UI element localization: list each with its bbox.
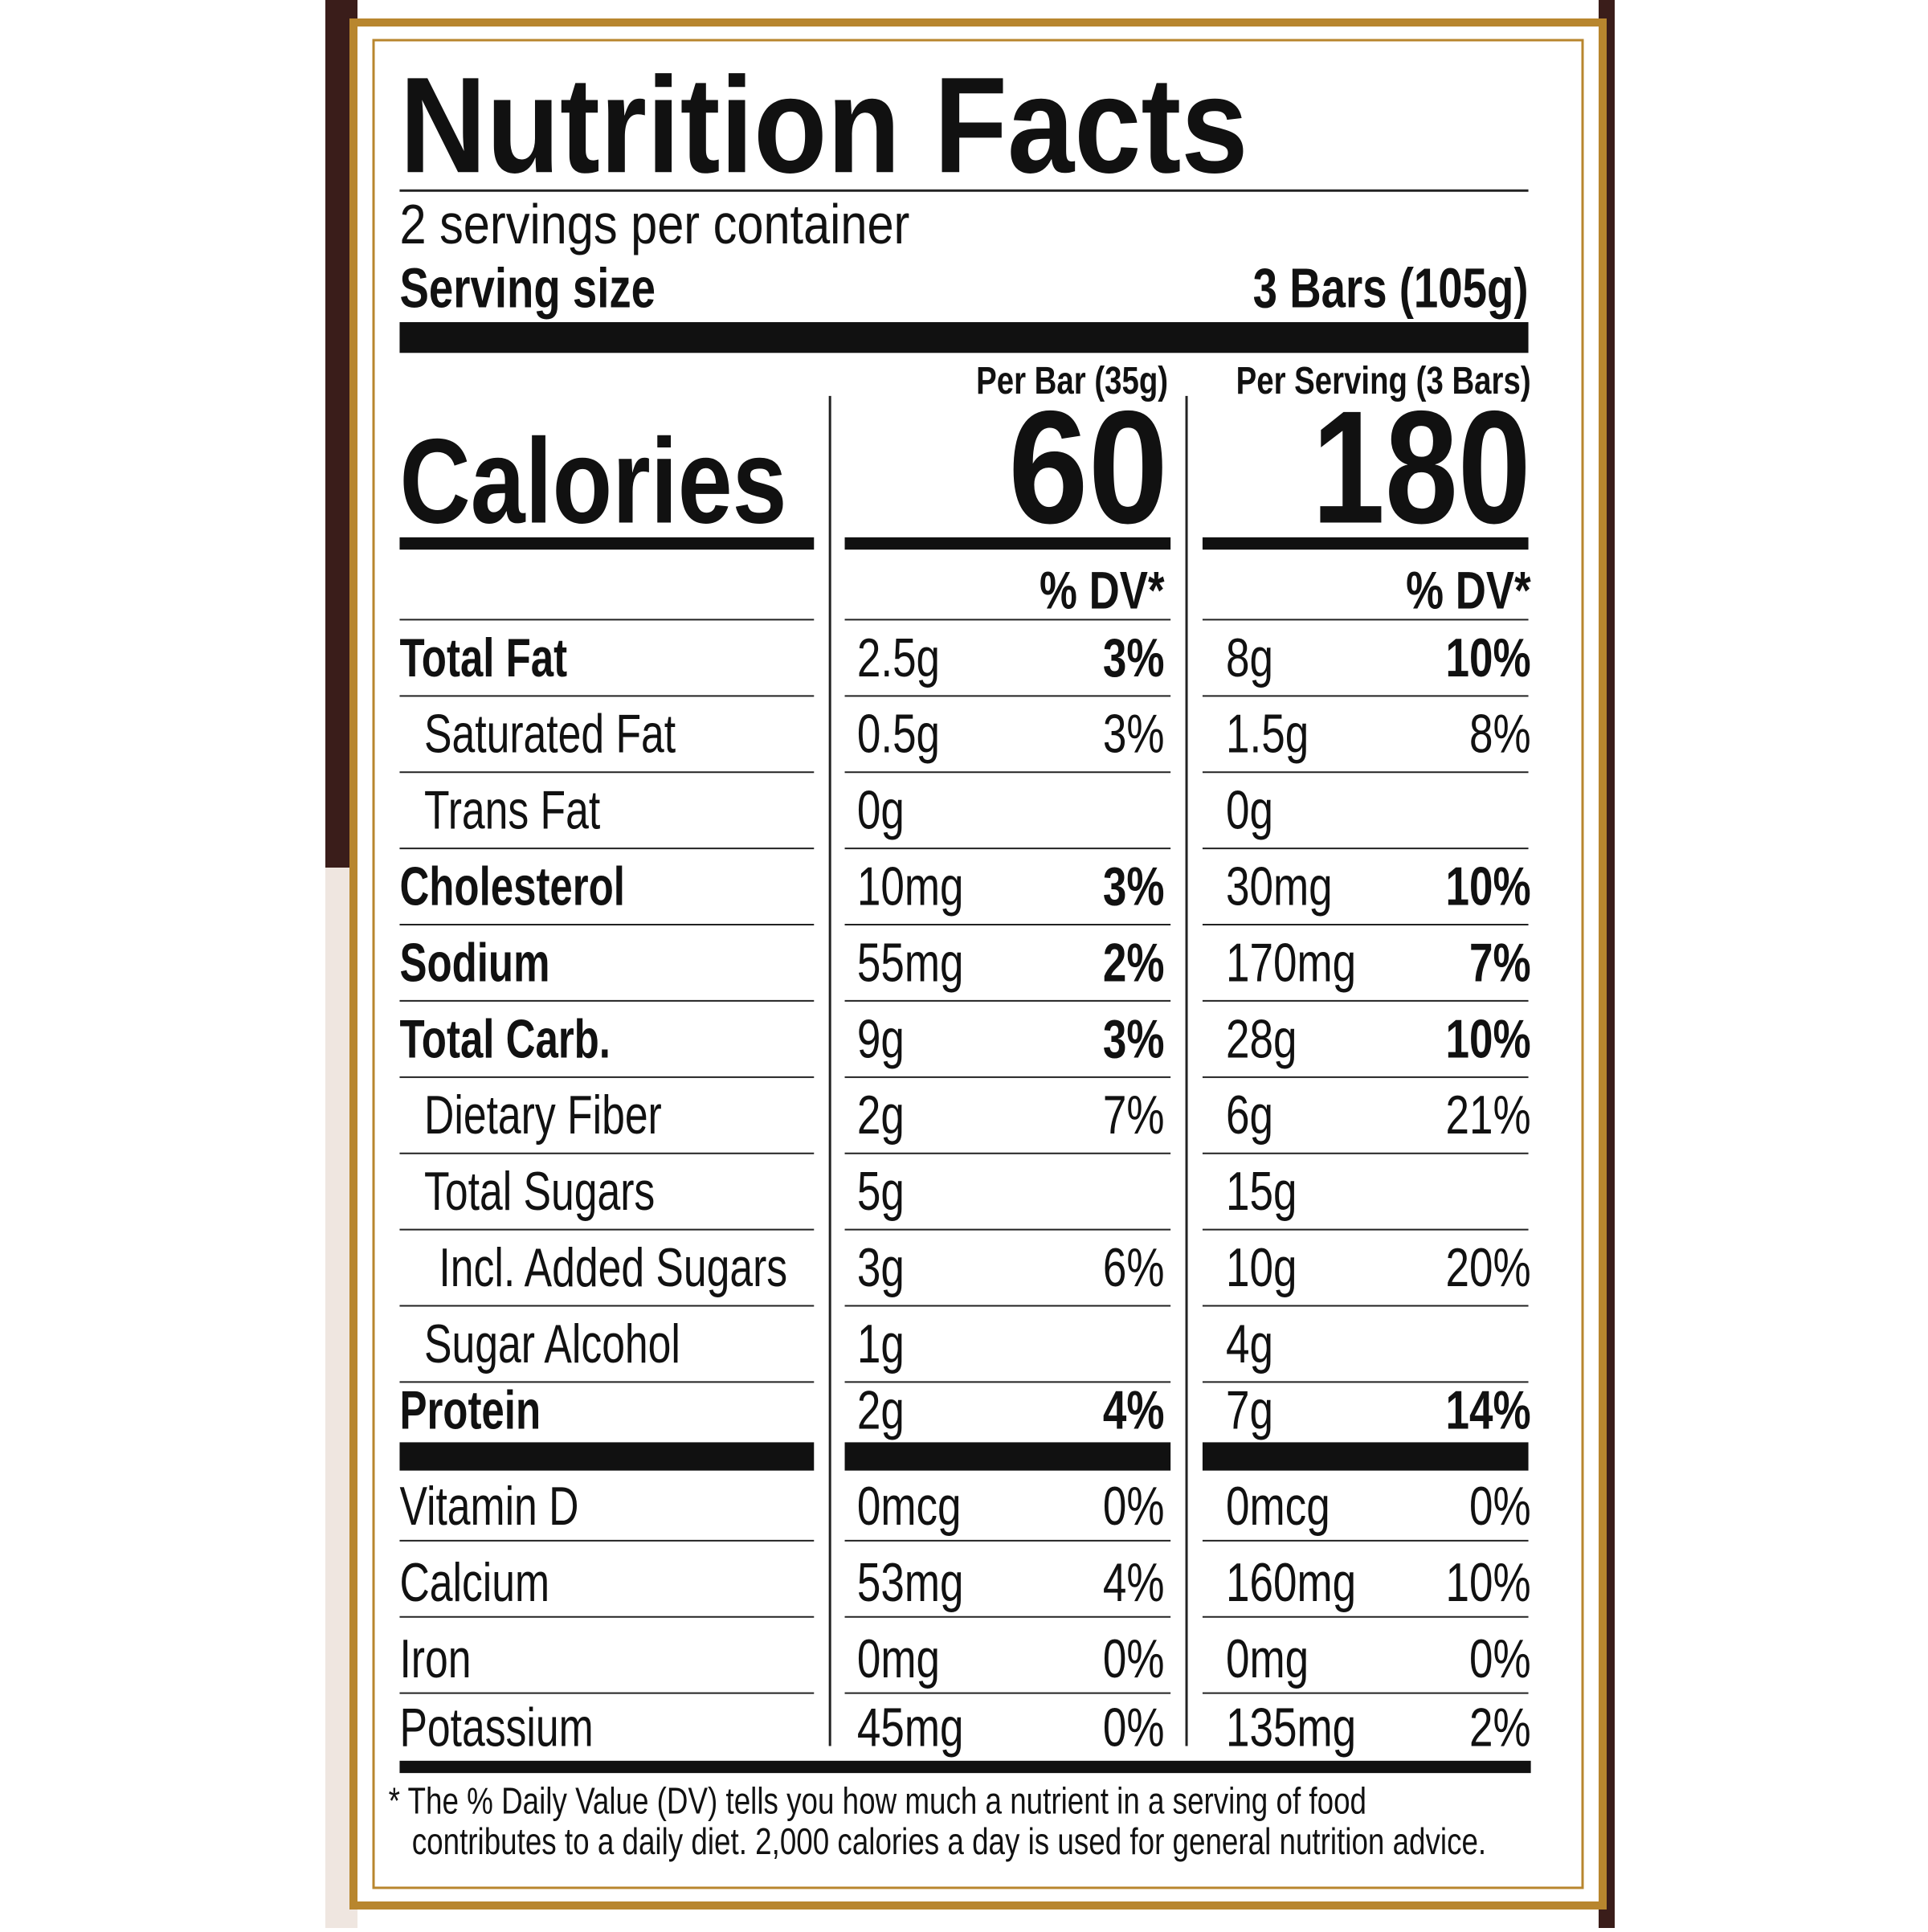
nutrient-name: Total Carb. — [399, 1008, 611, 1069]
nutrient-name: Dietary Fiber — [424, 1084, 662, 1146]
per-serving-dv: 10% — [1445, 856, 1530, 917]
per-bar-amount: 2g — [857, 1084, 905, 1146]
nutrient-name: Iron — [399, 1628, 471, 1689]
nutrient-name: Total Fat — [399, 627, 567, 688]
per-serving-dv: 20% — [1445, 1237, 1530, 1298]
per-bar-dv: 0% — [1103, 1628, 1165, 1689]
rule-bar — [1202, 537, 1529, 550]
per-bar-amount: 2g — [857, 1379, 905, 1440]
per-serving-amount: 10g — [1226, 1237, 1297, 1298]
per-bar-dv: 0% — [1103, 1697, 1165, 1758]
rule-bar — [844, 537, 1171, 550]
per-serving-amount: 30mg — [1226, 856, 1333, 917]
per-serving-dv: 0% — [1469, 1476, 1531, 1537]
calories-value: 180 — [1312, 378, 1530, 558]
serving-size-label: Serving size — [399, 257, 656, 320]
per-bar-dv: 2% — [1103, 932, 1165, 993]
per-serving-dv: 14% — [1445, 1379, 1530, 1440]
per-serving-amount: 0mcg — [1226, 1476, 1330, 1537]
servings: 2 servings per container — [399, 192, 909, 255]
per-serving-amount: 160mg — [1226, 1552, 1356, 1613]
column-header: Per Serving (3 Bars) — [1236, 360, 1531, 402]
nutrient-name: Trans Fat — [424, 779, 600, 841]
dv-header: % DV* — [1406, 561, 1531, 620]
per-bar-dv: 3% — [1103, 703, 1165, 764]
per-bar-dv: 4% — [1103, 1552, 1165, 1613]
per-serving-dv: 10% — [1445, 1552, 1530, 1613]
per-bar-amount: 0.5g — [857, 703, 940, 764]
rule-bar — [844, 1442, 1171, 1471]
nutrient-name: Total Sugars — [424, 1160, 655, 1222]
per-bar-dv: 3% — [1103, 1008, 1165, 1069]
per-serving-amount: 4g — [1226, 1313, 1273, 1374]
per-serving-amount: 28g — [1226, 1008, 1297, 1069]
column-header: Per Bar (35g) — [976, 360, 1168, 402]
per-serving-dv: 10% — [1445, 627, 1530, 688]
per-serving-amount: 0g — [1226, 779, 1273, 840]
per-serving-dv: 10% — [1445, 1008, 1530, 1069]
rule-bar — [399, 1442, 815, 1471]
per-serving-amount: 6g — [1226, 1084, 1273, 1146]
nutrient-name: Potassium — [399, 1697, 593, 1758]
per-bar-amount: 5g — [857, 1161, 905, 1222]
nutrient-name: Saturated Fat — [424, 703, 676, 765]
per-serving-dv: 21% — [1445, 1084, 1530, 1146]
per-bar-amount: 53mg — [857, 1552, 964, 1613]
per-bar-dv: 4% — [1103, 1379, 1165, 1440]
per-serving-amount: 0mg — [1226, 1628, 1309, 1689]
per-serving-dv: 8% — [1469, 703, 1531, 764]
per-bar-dv: 3% — [1103, 627, 1165, 688]
per-bar-amount: 3g — [857, 1237, 905, 1298]
rule-bar — [399, 537, 815, 550]
per-serving-amount: 8g — [1226, 627, 1273, 688]
per-bar-amount: 55mg — [857, 932, 964, 993]
nutrient-name: Calcium — [399, 1551, 549, 1613]
nutrient-name: Cholesterol — [399, 856, 625, 917]
per-bar-amount: 0mg — [857, 1628, 940, 1689]
per-serving-dv: 7% — [1469, 932, 1531, 993]
rule-bar — [399, 1760, 1531, 1774]
label-inner-border — [372, 39, 1584, 1889]
rule-bar — [399, 322, 1529, 353]
dv-header: % DV* — [1040, 561, 1165, 620]
per-bar-dv: 0% — [1103, 1476, 1165, 1537]
nutrient-name: Sodium — [399, 932, 549, 993]
per-bar-amount: 45mg — [857, 1697, 964, 1758]
footnote: * The % Daily Value (DV) tells you how m… — [389, 1780, 1366, 1822]
per-bar-amount: 10mg — [857, 856, 964, 917]
calories-value: 60 — [1008, 378, 1168, 558]
rule-bar — [1202, 1442, 1529, 1471]
per-bar-dv: 3% — [1103, 856, 1165, 917]
nutrient-name: Incl. Added Sugars — [439, 1236, 787, 1298]
per-bar-dv: 7% — [1103, 1084, 1165, 1146]
per-serving-amount: 135mg — [1226, 1697, 1356, 1758]
nutrient-name: Protein — [399, 1379, 541, 1440]
calories-label: Calories — [399, 414, 786, 549]
per-bar-amount: 1g — [857, 1313, 905, 1374]
footnote: contributes to a daily diet. 2,000 calor… — [412, 1820, 1486, 1862]
per-serving-amount: 1.5g — [1226, 703, 1309, 764]
per-serving-amount: 170mg — [1226, 932, 1356, 993]
per-bar-amount: 9g — [857, 1008, 905, 1069]
serving-size-value: 3 Bars (105g) — [1253, 257, 1529, 320]
per-serving-amount: 7g — [1226, 1379, 1273, 1440]
per-bar-amount: 2.5g — [857, 627, 940, 688]
per-bar-amount: 0mcg — [857, 1476, 962, 1537]
per-serving-amount: 15g — [1226, 1161, 1297, 1222]
title: Nutrition Facts — [399, 49, 1248, 202]
nutrient-name: Sugar Alcohol — [424, 1313, 680, 1374]
per-serving-dv: 0% — [1469, 1628, 1531, 1689]
per-bar-dv: 6% — [1103, 1237, 1165, 1298]
per-serving-dv: 2% — [1469, 1697, 1531, 1758]
per-bar-amount: 0g — [857, 779, 905, 840]
nutrient-name: Vitamin D — [399, 1475, 578, 1537]
